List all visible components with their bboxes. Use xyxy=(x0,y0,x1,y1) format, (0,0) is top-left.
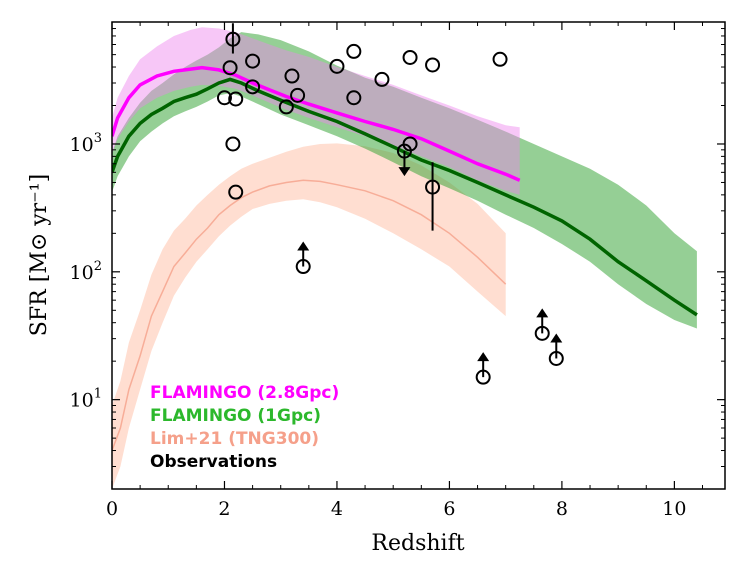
y-tick-label: 102 xyxy=(70,259,102,284)
legend-flamingo-2.8gpc: FLAMINGO (2.8Gpc) xyxy=(150,383,339,403)
observation-marker xyxy=(329,58,345,74)
x-tick-label: 6 xyxy=(443,498,455,520)
observation-marker xyxy=(228,91,244,107)
upper-limit-arrow xyxy=(398,167,411,177)
observation-point xyxy=(534,308,550,341)
observation-point xyxy=(329,58,345,74)
observation-points xyxy=(216,23,564,385)
observation-point xyxy=(228,184,244,200)
observation-marker xyxy=(290,87,306,103)
observation-marker xyxy=(425,57,441,73)
observation-point xyxy=(225,23,241,54)
legend-lim21-tng300: Lim+21 (TNG300) xyxy=(150,429,319,449)
observation-point xyxy=(284,68,300,84)
x-axis-label: Redshift xyxy=(371,531,464,556)
legend-observations: Observations xyxy=(150,452,277,472)
observation-marker xyxy=(225,136,241,152)
lower-limit-arrow xyxy=(297,241,310,251)
line-flamingo-2-8gpc xyxy=(112,65,521,182)
observation-point xyxy=(492,51,508,67)
observation-marker xyxy=(278,99,294,115)
x-tick-label: 10 xyxy=(662,498,686,520)
lower-limit-arrow xyxy=(477,352,490,362)
band-flamingo-1gpc xyxy=(112,32,697,329)
observation-marker xyxy=(346,90,362,106)
observation-point xyxy=(245,79,261,95)
x-tick-label: 8 xyxy=(556,498,568,520)
observation-marker xyxy=(225,31,241,47)
observation-point xyxy=(295,241,311,275)
y-tick-label: 103 xyxy=(70,131,102,156)
median-lines xyxy=(112,65,698,451)
plot-frame xyxy=(111,21,726,490)
observation-marker xyxy=(346,43,362,59)
observation-point xyxy=(548,333,564,366)
observation-point xyxy=(475,352,491,385)
lower-limit-arrow xyxy=(536,308,549,318)
observation-point xyxy=(222,60,238,76)
observation-point xyxy=(425,57,441,73)
observation-marker xyxy=(245,79,261,95)
observation-marker xyxy=(216,90,232,106)
observation-point xyxy=(278,99,294,115)
observation-point xyxy=(245,53,261,69)
observation-point xyxy=(346,90,362,106)
observation-marker xyxy=(222,60,238,76)
observation-point xyxy=(374,71,390,87)
x-tick-label: 0 xyxy=(106,498,118,520)
lower-limit-arrow xyxy=(550,333,563,343)
line-lim-21-tng300 xyxy=(112,179,507,451)
observation-marker xyxy=(425,179,441,195)
observation-point xyxy=(225,136,241,152)
observation-marker xyxy=(284,68,300,84)
band-lim-21-tng300 xyxy=(112,143,506,489)
observation-point xyxy=(425,162,441,231)
observation-marker xyxy=(374,71,390,87)
x-tick-label: 4 xyxy=(331,498,343,520)
observation-point xyxy=(396,143,412,177)
observation-point xyxy=(228,91,244,107)
y-axis-label: SFR [M⊙ yr⁻¹] xyxy=(27,174,52,336)
x-tick-label: 2 xyxy=(218,498,230,520)
axes: 0 2 4 6 8 10 101 102 103 xyxy=(70,21,726,520)
legend-flamingo-1gpc: FLAMINGO (1Gpc) xyxy=(150,406,321,426)
observation-marker xyxy=(402,49,418,65)
observation-point xyxy=(290,87,306,103)
observation-marker xyxy=(228,184,244,200)
observation-point xyxy=(216,90,232,106)
y-tick-label: 101 xyxy=(70,387,102,412)
legend: FLAMINGO (2.8Gpc) FLAMINGO (1Gpc) Lim+21… xyxy=(150,383,339,472)
line-flamingo-1gpc xyxy=(112,77,698,317)
observation-point xyxy=(346,43,362,59)
observation-point xyxy=(402,49,418,65)
observation-marker xyxy=(492,51,508,67)
observation-marker xyxy=(245,53,261,69)
